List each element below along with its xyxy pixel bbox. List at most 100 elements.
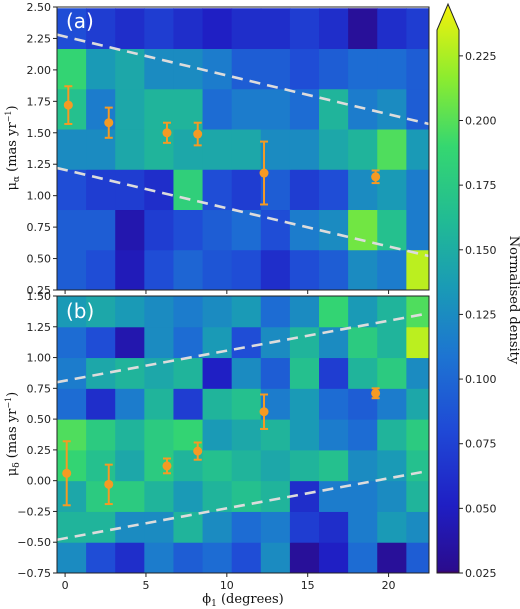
colorbar-tick-label: 0.050 (465, 502, 497, 515)
ylabel-b: μδ (mas yr−1) (4, 392, 22, 476)
heatmap-cell (144, 249, 174, 290)
heatmap-cell (377, 249, 407, 290)
heatmap-cell (144, 296, 174, 328)
heatmap-cell (289, 326, 320, 359)
heatmap-cell (231, 419, 262, 451)
heatmap-cell (202, 542, 233, 573)
data-point (259, 140, 269, 206)
heatmap-cell (319, 169, 349, 211)
heatmap-cell (57, 249, 87, 290)
heatmap-cell (57, 480, 87, 512)
data-point (104, 106, 114, 139)
dashed-line (57, 33, 429, 126)
dashed-line (57, 311, 429, 384)
heatmap-cell (173, 388, 204, 420)
heatmap-cell (348, 8, 378, 50)
ytick-label: 2.25 (27, 32, 52, 45)
heatmap-cell (406, 8, 429, 50)
heatmap-cell (260, 8, 291, 50)
heatmap-cell (348, 511, 378, 543)
heatmap-cell (289, 542, 320, 573)
heatmap-cell (86, 419, 116, 451)
heatmap-cell (260, 357, 291, 389)
heatmap-cell (86, 511, 116, 543)
heatmap-cell (173, 357, 204, 389)
heatmap-cell (231, 449, 262, 482)
heatmap-cell (231, 296, 262, 328)
heatmap-cell (86, 169, 116, 211)
heatmap-cell (202, 209, 233, 251)
dashed-lines-b (57, 311, 429, 542)
ytick-label: 0.50 (27, 413, 52, 426)
heatmap-cell (144, 326, 174, 359)
heatmap-cell (57, 8, 87, 50)
ytick-label: 1.00 (27, 352, 52, 365)
xlabel: ϕ1 (degrees) (202, 592, 284, 609)
heatmap-cell (289, 388, 320, 420)
heatmap-cell (144, 511, 174, 543)
heatmap-cell (86, 326, 116, 359)
heatmap-cell (57, 326, 87, 359)
ytick-label: −0.25 (17, 505, 51, 518)
heatmap-cell (86, 249, 116, 290)
heatmap-cell (406, 388, 429, 420)
heatmap-cell (260, 449, 291, 482)
ytick-label: −0.75 (17, 567, 51, 580)
heatmap-cell (348, 296, 378, 328)
heatmap-cell (173, 8, 204, 50)
colorbar-tick-label: 0.200 (465, 115, 497, 128)
heatmap-cell (202, 129, 233, 170)
heatmap-cell (377, 480, 407, 512)
dashed-line (57, 166, 429, 258)
heatmap-cell (260, 209, 291, 251)
heatmap-cell (377, 388, 407, 420)
colorbar-ticks: 0.025 0.050 0.075 0.100 0.125 0.150 0.175 0.200… (459, 50, 497, 580)
heatmap-cell (57, 511, 87, 543)
heatmap-cell (57, 296, 87, 328)
colorbar-tick-label: 0.150 (465, 244, 497, 257)
heatmap-cell (319, 296, 349, 328)
heatmap-cell (319, 48, 349, 90)
ytick-label: 2.50 (27, 1, 52, 14)
ytick-label: 1.75 (27, 95, 52, 108)
heatmap-cell (86, 129, 116, 170)
heatmap-cell (289, 296, 320, 328)
ytick-label: 0.75 (27, 221, 52, 234)
heatmap-cell (115, 129, 145, 170)
heatmap-cell (406, 88, 429, 130)
heatmap-cell (115, 480, 145, 512)
heatmap-cell (202, 48, 233, 90)
heatmap-cell (202, 511, 233, 543)
heatmap-cell (144, 542, 174, 573)
heatmap-cell (86, 542, 116, 573)
data-point (193, 441, 203, 461)
heatmap-cell (202, 449, 233, 482)
heatmap-cell (377, 511, 407, 543)
ytick-label: 0.25 (27, 284, 52, 297)
heatmap-cell (406, 326, 429, 359)
ytick-label: 0.75 (27, 382, 52, 395)
heatmap-cell (57, 169, 87, 211)
heatmap-cell (231, 357, 262, 389)
heatmap-cell (377, 129, 407, 170)
heatmap-cell (144, 419, 174, 451)
heatmap-cell (406, 357, 429, 389)
heatmap-cell (348, 48, 378, 90)
panel-b: −0.75 −0.50 −0.25 0.00 0.25 0.50 0.75 1.00 1.25 1… (4, 290, 430, 609)
ylabel-a: μα (mas yr−1) (4, 105, 22, 190)
xticks-a (64, 290, 390, 294)
yticks-a: 0.25 0.50 0.75 1.00 1.25 1.50 1.75 2.00 2.25 2.50 (27, 1, 57, 297)
heatmap-cell (115, 88, 145, 130)
heatmap-cell (173, 169, 204, 211)
heatmap-cell (348, 129, 378, 170)
colorbar-label: Normalised density (506, 236, 520, 365)
heatmap-cell (202, 419, 233, 451)
heatmap-cell (377, 209, 407, 251)
heatmap-cell (319, 449, 349, 482)
heatmap-cell (377, 169, 407, 211)
heatmap-cell (115, 249, 145, 290)
heatmap-cell (202, 249, 233, 290)
heatmap-cell (57, 357, 87, 389)
heatmap-cell (377, 48, 407, 90)
